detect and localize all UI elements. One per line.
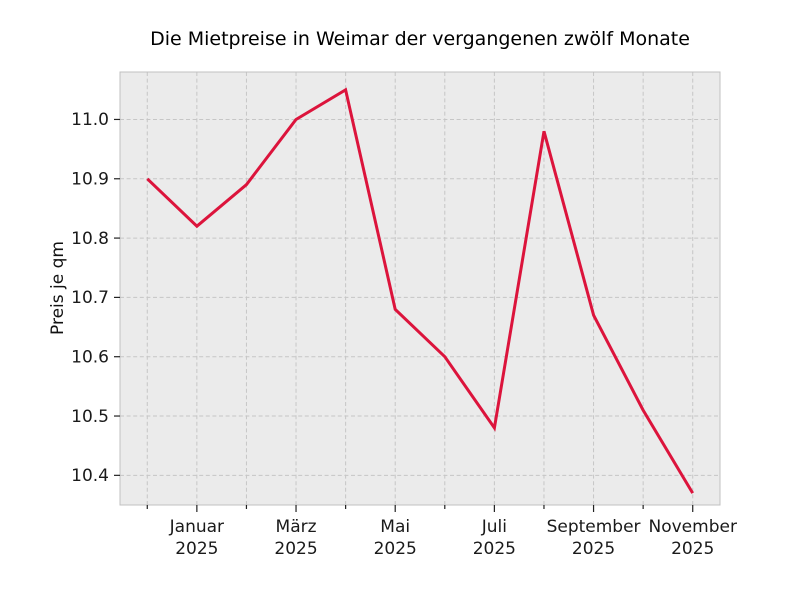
x-tick-label-year: 2025 bbox=[671, 539, 714, 559]
plot-area bbox=[120, 72, 720, 505]
x-tick-label-month: Mai bbox=[380, 517, 410, 537]
y-tick-label: 10.5 bbox=[71, 407, 109, 427]
x-tick-label-month: Juli bbox=[481, 517, 507, 537]
y-tick-label: 11.0 bbox=[71, 110, 109, 130]
x-tick-label-month: September bbox=[547, 517, 641, 537]
data-series-line bbox=[146, 87, 694, 494]
x-tick-label-year: 2025 bbox=[572, 539, 615, 559]
chart-title: Die Mietpreise in Weimar der vergangenen… bbox=[150, 28, 690, 50]
y-tick-label: 10.7 bbox=[71, 288, 109, 308]
axes-spines bbox=[119, 71, 721, 506]
x-tick-label-year: 2025 bbox=[473, 539, 516, 559]
y-tick-label: 10.6 bbox=[71, 347, 109, 367]
y-tick-label: 10.8 bbox=[71, 229, 109, 249]
x-tick-label-year: 2025 bbox=[374, 539, 417, 559]
x-tick-label-year: 2025 bbox=[274, 539, 317, 559]
x-tick-label-month: März bbox=[276, 517, 317, 537]
x-tick-label-year: 2025 bbox=[175, 539, 218, 559]
x-tick-label-month: Januar bbox=[169, 517, 224, 537]
y-tick-label: 10.9 bbox=[71, 170, 109, 190]
x-tick-label-month: November bbox=[649, 517, 737, 537]
y-tick-label: 10.4 bbox=[71, 466, 109, 486]
